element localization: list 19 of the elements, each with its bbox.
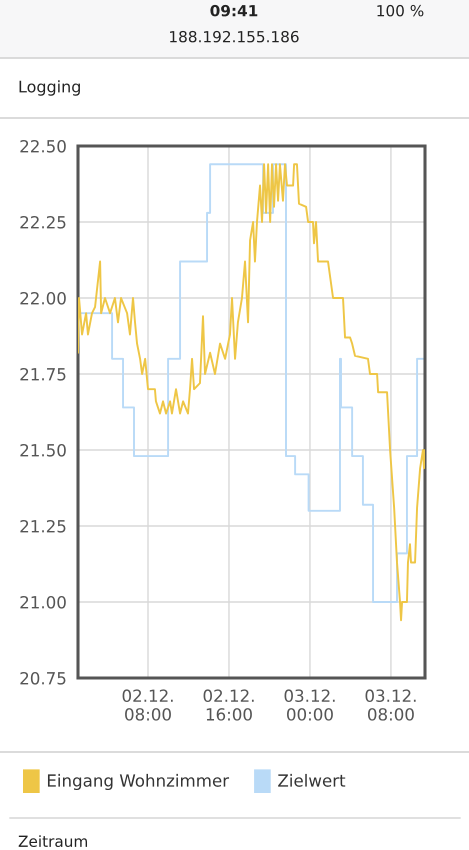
y-tick-label: 21.50 xyxy=(20,444,66,457)
legend-label: Eingang Wohnzimmer xyxy=(48,774,230,790)
y-tick-label: 22.00 xyxy=(20,292,66,305)
x-tick-label: 02.12. 08:00 xyxy=(122,689,173,721)
chart-title: Logging xyxy=(20,80,80,96)
y-tick-label: 20.75 xyxy=(20,672,66,685)
y-tick-label: 21.75 xyxy=(20,368,66,381)
y-tick-label: 21.25 xyxy=(20,520,66,533)
legend-label: Zielwert xyxy=(278,774,346,787)
x-tick-label: 02.12. 16:00 xyxy=(204,689,254,721)
text: 100 % xyxy=(377,4,424,16)
y-tick-label: 21.00 xyxy=(20,596,66,609)
y-tick-label: 22.50 xyxy=(20,140,66,153)
y-tick-label: 22.25 xyxy=(20,216,66,229)
text: 09:41 xyxy=(210,4,258,16)
x-tick-label: 03.12. 00:00 xyxy=(284,689,335,721)
text: Zeitraum xyxy=(18,835,88,848)
x-tick-label: 03.12. 08:00 xyxy=(366,689,416,721)
text: 188.192.155.186 xyxy=(170,30,299,42)
